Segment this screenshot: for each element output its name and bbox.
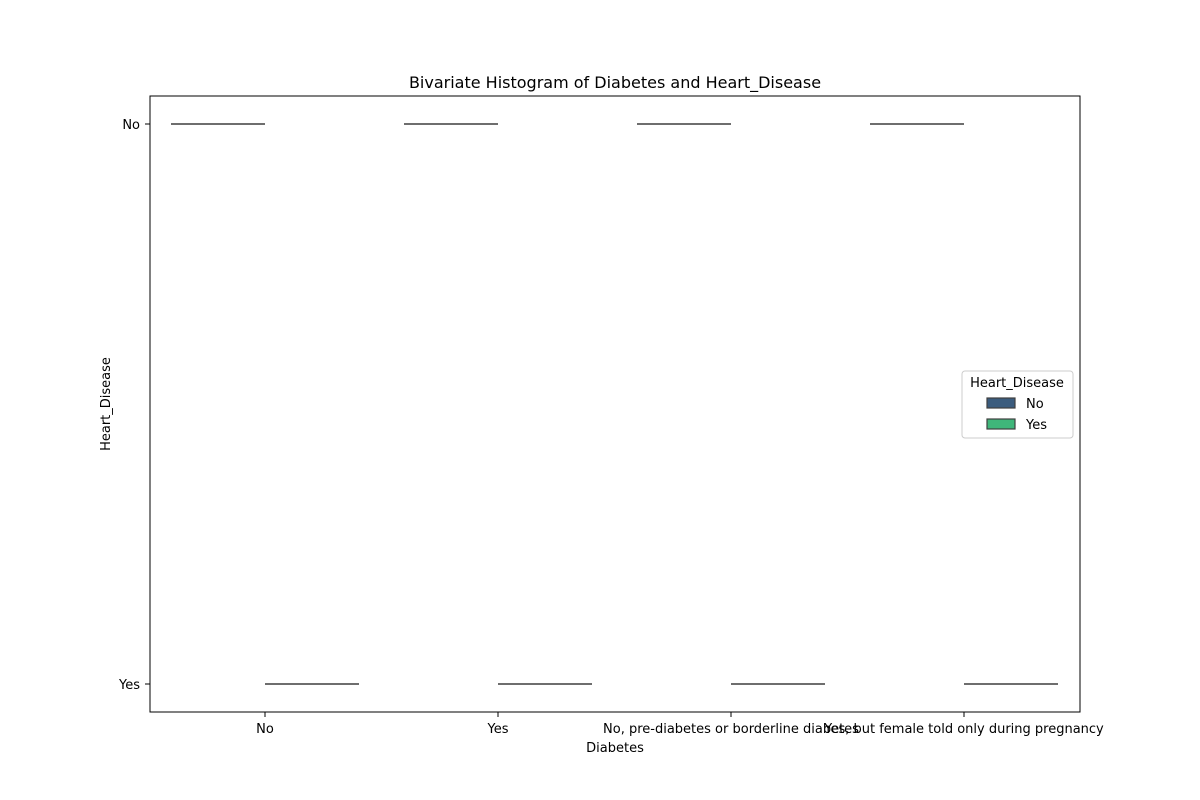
legend-swatch: [986, 397, 1016, 409]
legend-label: No: [1026, 397, 1044, 412]
legend-title: Heart_Disease: [970, 376, 1064, 391]
y-axis: No Yes: [118, 118, 150, 693]
y-axis-label: Heart_Disease: [99, 357, 114, 451]
legend-label: Yes: [1025, 418, 1047, 433]
plot-marks: [171, 123, 1058, 685]
y-tick-label: Yes: [118, 678, 140, 693]
x-tick-label: No: [256, 722, 274, 737]
y-tick-label: No: [122, 118, 140, 133]
x-axis-label: Diabetes: [586, 741, 644, 756]
plot-area: [149, 95, 1081, 713]
legend-swatch: [986, 418, 1016, 430]
x-tick-label: No, pre-diabetes or borderline diabetes: [603, 722, 859, 737]
x-tick-label: Yes, but female told only during pregnan…: [823, 722, 1104, 737]
x-axis: No Yes No, pre-diabetes or borderline diab…: [256, 712, 1104, 737]
x-tick-label: Yes: [487, 722, 509, 737]
chart-title: Bivariate Histogram of Diabetes and Hear…: [409, 73, 821, 93]
legend: Heart_Disease No Yes: [961, 370, 1074, 439]
